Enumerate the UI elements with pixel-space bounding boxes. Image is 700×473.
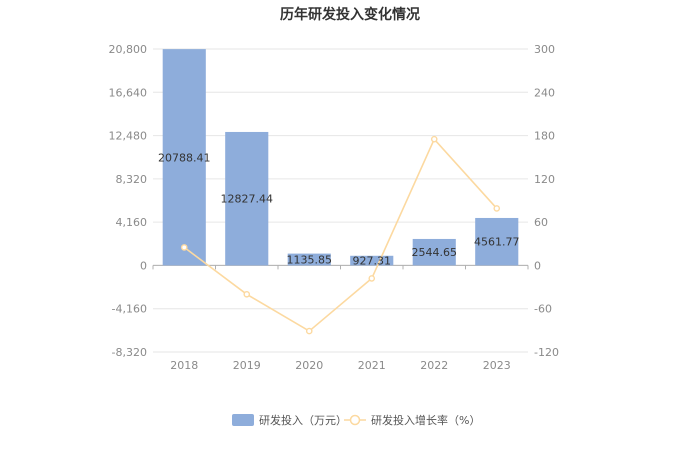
growth-rate-line [183,137,498,333]
x-tick-label: 2021 [358,359,386,372]
bar-value-label: 927.31 [353,255,392,268]
legend: 研发投入（万元） 研发投入增长率（%） [232,413,480,427]
bar-series [162,49,519,266]
legend-bar-label[interactable]: 研发投入（万元） [259,413,347,427]
bar[interactable] [287,253,331,266]
growth-rate-point[interactable] [368,275,376,282]
bar-value-label: 2544.65 [412,246,458,259]
y-left-tick-label: 16,640 [109,86,148,99]
bar[interactable] [225,131,269,266]
y-right-tick-label: 240 [534,86,555,99]
bar[interactable] [475,217,519,266]
bar-value-label: 4561.77 [474,236,520,249]
bar[interactable] [412,238,456,266]
bar[interactable] [350,255,394,266]
chart-title: 历年研发投入变化情况 [280,6,420,23]
y-right-tick-label: -120 [534,346,559,359]
x-axis: 2018 2019 2020 2021 2022 2023 [152,265,529,372]
y-right-tick-label: 300 [534,43,555,56]
y-left-tick-label: -8,320 [112,346,147,359]
y-right-tick-label: 0 [534,259,541,272]
bar-value-label: 20788.41 [158,151,211,164]
y-left-tick-label: -4,160 [112,303,147,316]
y-left-tick-label: 12,480 [109,130,148,143]
x-tick-label: 2019 [233,359,261,372]
growth-rate-point[interactable] [430,135,438,143]
growth-rate-point[interactable] [243,290,251,298]
growth-rate-point[interactable] [493,205,501,212]
y-left-tick-label: 20,800 [109,43,148,56]
y-axis-right: 300 240 180 120 60 0 -60 -120 [534,43,559,359]
x-tick-label: 2020 [295,359,323,372]
line-series [180,135,501,335]
bar-value-label: 1135.85 [287,254,333,267]
legend-line-label[interactable]: 研发投入增长率（%） [371,413,480,427]
x-tick-label: 2022 [420,359,448,372]
y-right-tick-label: 120 [534,173,555,186]
y-right-tick-label: -60 [534,303,552,316]
bar-value-label: 12827.44 [221,193,274,206]
legend-line-swatch-marker[interactable] [349,414,361,426]
y-axis-left: 20,800 16,640 12,480 8,320 4,160 0 -4,160 -8,32… [109,43,148,359]
y-right-tick-label: 180 [534,130,555,143]
growth-rate-point[interactable] [180,244,188,251]
grid [153,48,528,353]
x-tick-label: 2018 [170,359,198,372]
y-right-tick-label: 60 [534,216,548,229]
y-left-tick-label: 4,160 [116,216,148,229]
x-tick-label: 2023 [483,359,511,372]
y-left-tick-label: 0 [140,259,147,272]
y-left-tick-label: 8,320 [116,173,148,186]
bar[interactable] [162,49,206,266]
growth-rate-point[interactable] [305,327,313,335]
legend-bar-swatch[interactable] [232,414,254,426]
bar-labels: 20788.41 12827.44 1135.85 927.31 2544.65 4561… [158,151,520,267]
